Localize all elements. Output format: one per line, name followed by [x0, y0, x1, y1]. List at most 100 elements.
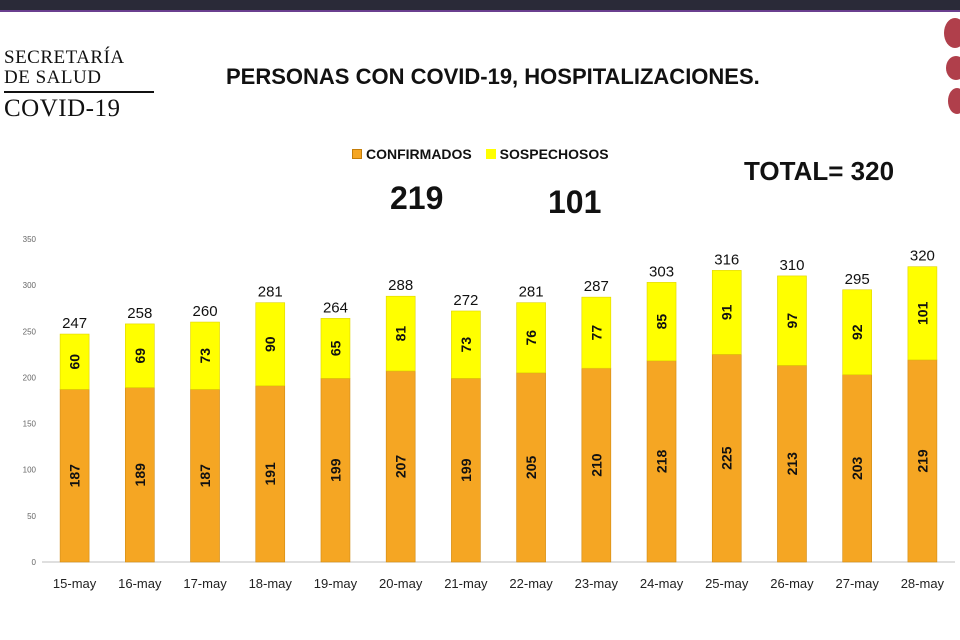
legend-swatch-confirmed — [352, 149, 362, 160]
logo: SECRETARÍA DE SALUD COVID-19 — [4, 48, 154, 124]
bar-suspected — [451, 310, 481, 379]
data-label-total: 264 — [323, 299, 348, 316]
x-tick-label: 27-may — [835, 576, 879, 591]
data-label-total: 287 — [584, 278, 609, 295]
x-tick-label: 19-may — [314, 576, 358, 591]
data-label-confirmed: 199 — [327, 458, 343, 482]
bar-confirmed — [385, 370, 416, 563]
x-tick-label: 23-may — [575, 576, 619, 591]
bar-suspected — [646, 282, 677, 362]
top-strip — [0, 0, 960, 12]
data-label-confirmed: 205 — [523, 456, 539, 480]
data-label-total: 281 — [258, 284, 283, 301]
bar-suspected — [59, 333, 90, 390]
data-label-total: 260 — [193, 303, 218, 320]
y-tick-label: 250 — [23, 327, 37, 336]
bar-suspected — [907, 266, 938, 361]
bar-confirmed — [581, 367, 612, 563]
bar-confirmed — [842, 374, 872, 563]
data-label-suspected: 77 — [588, 325, 604, 341]
legend-item-suspected: SOSPECHOSOS — [485, 146, 609, 162]
data-label-total: 303 — [649, 263, 674, 280]
bar-suspected — [320, 318, 351, 379]
data-label-suspected: 69 — [132, 348, 148, 364]
logo-divider — [4, 91, 154, 93]
bar-confirmed — [646, 360, 677, 563]
y-tick-label: 50 — [27, 512, 36, 521]
x-tick-label: 15-may — [53, 576, 97, 591]
bar-confirmed — [451, 378, 481, 563]
x-tick-label: 22-may — [509, 576, 553, 591]
data-label-confirmed: 203 — [849, 456, 865, 480]
bar-suspected — [125, 323, 155, 388]
bar-suspected — [777, 275, 807, 366]
data-label-total: 258 — [127, 305, 152, 322]
x-tick-label: 25-may — [705, 576, 749, 591]
x-tick-label: 21-may — [444, 576, 488, 591]
y-tick-label: 300 — [23, 281, 37, 290]
bar-suspected — [711, 270, 742, 355]
bar-confirmed — [777, 365, 807, 563]
virus-decoration — [944, 18, 960, 48]
bar-suspected — [516, 302, 546, 374]
y-tick-label: 200 — [23, 373, 37, 382]
chart-title: PERSONAS CON COVID-19, HOSPITALIZACIONES… — [226, 64, 760, 89]
x-tick-label: 24-may — [640, 576, 684, 591]
bar-confirmed — [320, 378, 351, 563]
y-tick-label: 350 — [23, 235, 37, 244]
y-tick-label: 0 — [32, 558, 37, 567]
data-label-confirmed: 191 — [262, 462, 278, 486]
virus-decoration — [946, 56, 960, 80]
x-tick-label: 20-may — [379, 576, 423, 591]
bar-confirmed — [516, 372, 546, 563]
data-label-suspected: 81 — [393, 326, 409, 342]
data-label-confirmed: 210 — [588, 453, 604, 477]
data-label-confirmed: 225 — [719, 446, 735, 470]
data-label-suspected: 91 — [719, 304, 735, 320]
logo-line1: SECRETARÍA — [4, 47, 125, 68]
x-tick-label: 17-may — [183, 576, 227, 591]
bar-confirmed — [190, 389, 220, 563]
data-label-confirmed: 187 — [197, 464, 213, 488]
data-label-confirmed: 219 — [914, 449, 930, 473]
bar-confirmed — [255, 385, 286, 563]
suspected-count: 101 — [548, 184, 602, 220]
data-label-total: 288 — [388, 277, 413, 294]
data-label-confirmed: 218 — [654, 450, 670, 474]
data-label-suspected: 90 — [262, 336, 278, 352]
data-label-confirmed: 187 — [67, 464, 83, 488]
data-label-total: 295 — [845, 271, 870, 288]
data-label-suspected: 65 — [327, 340, 343, 356]
data-label-suspected: 73 — [197, 348, 213, 364]
data-label-total: 310 — [779, 257, 804, 274]
data-label-suspected: 97 — [784, 313, 800, 329]
top-strip-accent — [0, 10, 960, 12]
data-label-total: 247 — [62, 315, 87, 332]
legend-label-suspected: SOSPECHOSOS — [499, 146, 609, 162]
bar-suspected — [190, 321, 220, 390]
logo-line3: COVID-19 — [4, 95, 121, 122]
bar-confirmed — [59, 389, 90, 563]
y-tick-label: 150 — [23, 420, 37, 429]
bar-suspected — [255, 302, 286, 387]
legend-label-confirmed: CONFIRMADOS — [366, 146, 472, 162]
data-label-confirmed: 199 — [458, 458, 474, 482]
logo-line2: DE SALUD — [4, 67, 102, 88]
x-tick-label: 28-may — [901, 576, 945, 591]
data-label-suspected: 92 — [849, 324, 865, 340]
data-label-confirmed: 189 — [132, 463, 148, 487]
data-label-total: 320 — [910, 248, 935, 265]
bar-confirmed — [125, 387, 155, 563]
data-label-suspected: 101 — [914, 301, 930, 325]
confirmed-count: 219 — [390, 180, 444, 216]
legend-item-confirmed: CONFIRMADOS — [352, 146, 472, 162]
bar-suspected — [385, 295, 416, 372]
data-label-suspected: 60 — [67, 354, 83, 370]
data-label-total: 316 — [714, 251, 739, 268]
data-label-total: 272 — [453, 292, 478, 309]
data-label-suspected: 76 — [523, 330, 539, 346]
x-tick-label: 18-may — [249, 576, 293, 591]
total-count: TOTAL= 320 — [744, 156, 895, 186]
x-tick-label: 16-may — [118, 576, 162, 591]
